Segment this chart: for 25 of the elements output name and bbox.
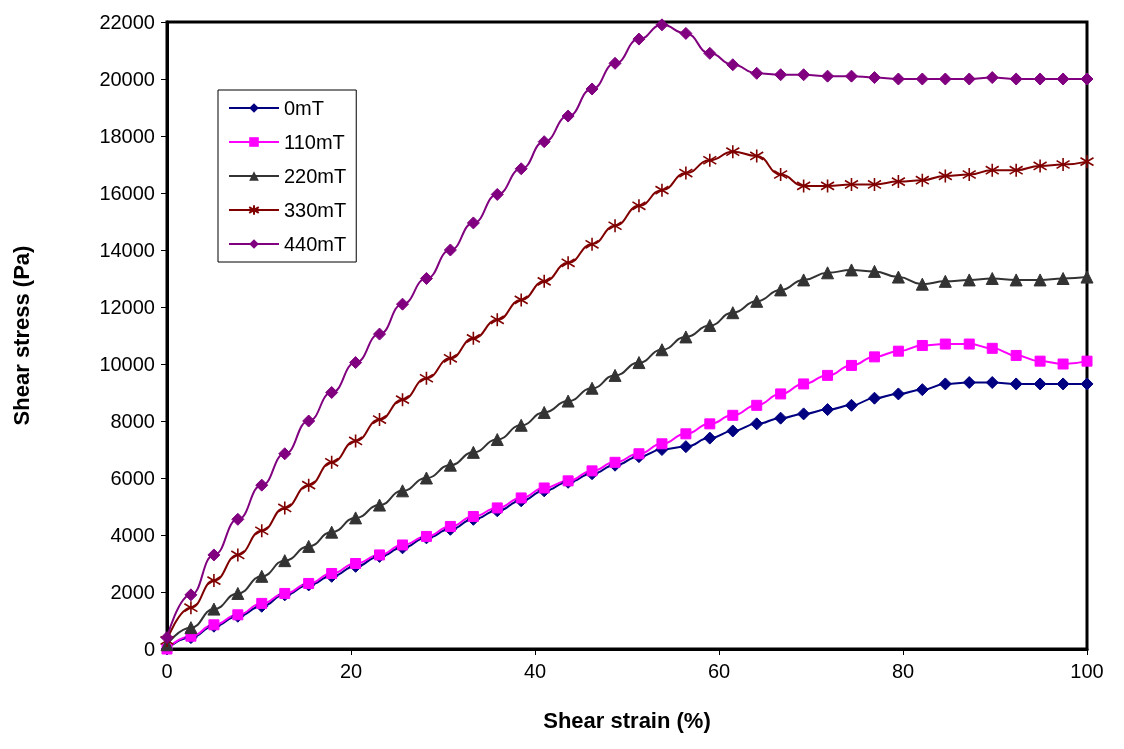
y-tick-label: 20000 xyxy=(99,68,155,90)
x-tick-label: 40 xyxy=(523,660,547,682)
y-tick-label: 10000 xyxy=(99,353,155,375)
y-tick-label: 12000 xyxy=(99,296,155,318)
y-tick-label: 22000 xyxy=(99,11,155,33)
y-axis-title: Shear stress (Pa) xyxy=(8,245,34,426)
x-axis-title: Shear strain (%) xyxy=(543,707,711,733)
legend-label: 330mT xyxy=(284,199,347,221)
x-tick-label: 100 xyxy=(1070,660,1104,682)
y-tick-label: 16000 xyxy=(99,182,155,204)
legend-label: 440mT xyxy=(284,233,347,255)
legend-label: 220mT xyxy=(284,165,347,187)
y-tick-label: 14000 xyxy=(99,239,155,261)
y-tick-label: 8000 xyxy=(110,410,155,432)
y-tick-label: 6000 xyxy=(110,467,155,489)
legend-label: 0mT xyxy=(284,97,324,119)
x-tick-label: 20 xyxy=(339,660,363,682)
y-tick-label: 2000 xyxy=(110,581,155,603)
x-tick-label: 80 xyxy=(891,660,915,682)
y-tick-label: 18000 xyxy=(99,125,155,147)
x-tick-label: 60 xyxy=(707,660,731,682)
y-tick-label: 4000 xyxy=(110,524,155,546)
y-tick-label: 0 xyxy=(143,638,155,660)
x-tick-label: 0 xyxy=(161,660,173,682)
legend-label: 110mT xyxy=(284,131,345,153)
